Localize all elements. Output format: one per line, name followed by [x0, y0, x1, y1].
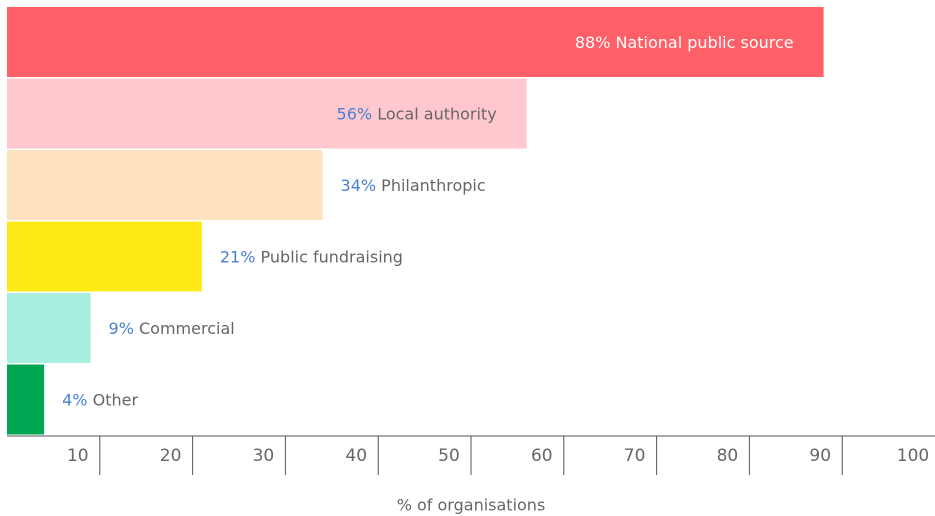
x-tick-label: 50: [438, 446, 460, 466]
x-tick-label: 10: [67, 446, 89, 466]
value-label: 56%: [337, 104, 373, 123]
value-label: 88%: [575, 32, 611, 51]
x-tick-label: 30: [253, 446, 275, 466]
bar: [7, 364, 45, 435]
bar: [7, 221, 202, 292]
category-label: Public fundraising: [261, 247, 403, 266]
x-tick-label: 60: [531, 446, 553, 466]
bar-label: 34% Philanthropic: [341, 175, 486, 194]
bar: [7, 7, 824, 77]
category-label: National public source: [616, 32, 794, 51]
x-axis-label: % of organisations: [397, 496, 546, 515]
bar-label: 56% Local authority: [337, 104, 497, 123]
category-label: Commercial: [139, 318, 235, 337]
bar: [7, 150, 323, 220]
value-label: 34%: [341, 175, 377, 194]
x-tick-label: 100: [897, 446, 929, 466]
category-label: Other: [93, 390, 139, 409]
value-label: 4%: [62, 390, 87, 409]
bar-label: 88% National public source: [575, 32, 794, 51]
x-tick-label: 80: [717, 446, 739, 466]
x-tick-label: 20: [160, 446, 182, 466]
bar: [7, 78, 527, 149]
bar-label: 21% Public fundraising: [220, 247, 403, 266]
value-label: 9%: [109, 318, 134, 337]
value-label: 21%: [220, 247, 256, 266]
bar: [7, 293, 91, 363]
category-label: Local authority: [377, 104, 496, 123]
x-tick-label: 90: [809, 446, 831, 466]
x-tick-label: 40: [345, 446, 367, 466]
category-label: Philanthropic: [381, 175, 485, 194]
bar-label: 4% Other: [62, 390, 138, 409]
bar-label: 9% Commercial: [109, 318, 235, 337]
x-tick-label: 70: [624, 446, 646, 466]
